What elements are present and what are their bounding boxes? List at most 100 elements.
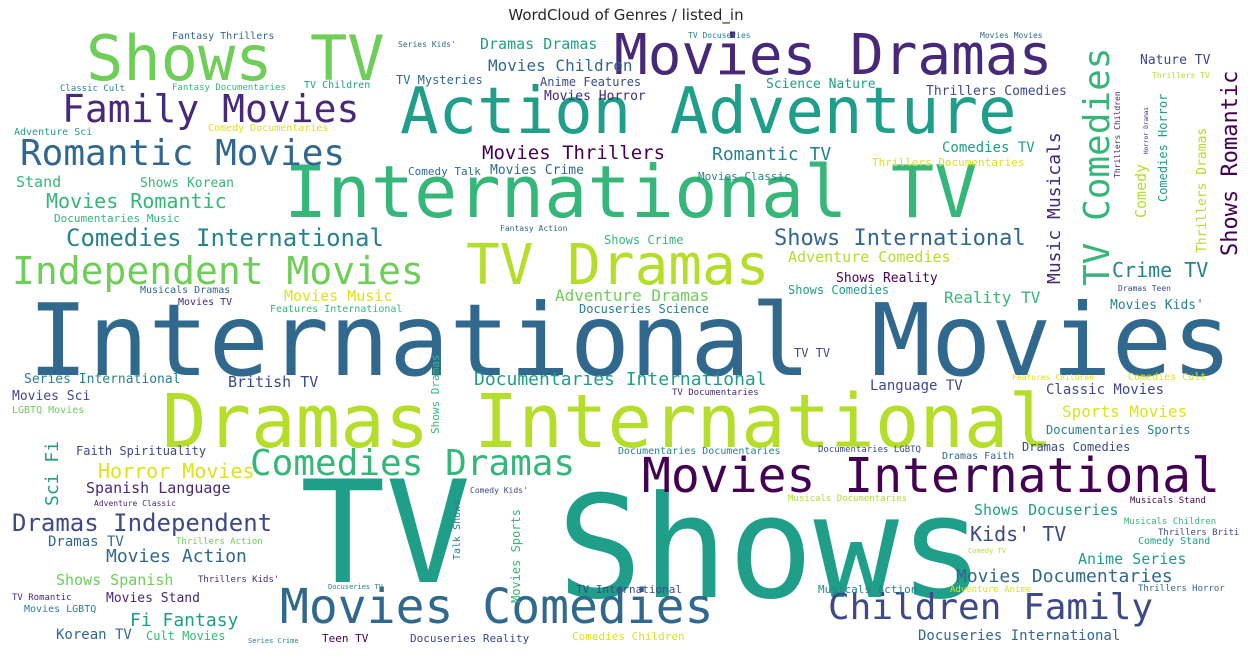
wordcloud-word: Documentaries Music — [54, 212, 180, 225]
wordcloud-word: Movies Movies — [980, 31, 1043, 40]
wordcloud-word: Dramas TV — [48, 534, 124, 550]
wordcloud-word: Fantasy Thrillers — [172, 31, 275, 42]
wordcloud-word: Thrillers British — [1158, 528, 1240, 538]
wordcloud-word: Family Movies — [62, 87, 360, 131]
wordcloud-word: Musicals Documentaries — [788, 494, 908, 504]
wordcloud-word: Thrillers Children — [1113, 91, 1122, 178]
wordcloud-word: TV Romantic — [12, 593, 72, 603]
wordcloud-word: Movies Documentaries — [956, 566, 1173, 587]
wordcloud-word: Thrillers Dramas — [1195, 127, 1210, 253]
wordcloud-word: Talk Shows — [452, 499, 463, 560]
wordcloud-word: Movies LGBTQ — [24, 604, 97, 615]
wordcloud-word: Documentaries International — [474, 369, 767, 390]
wordcloud-word: Movies Comedies — [280, 579, 714, 635]
wordcloud-word: Docuseries Reality — [410, 632, 530, 645]
wordcloud-word: Shows Docuseries — [974, 501, 1119, 519]
wordcloud-word: Shows Comedies — [788, 283, 890, 297]
wordcloud-word: Movies Sports — [509, 509, 523, 603]
wordcloud-word: Shows Dramas — [429, 354, 442, 434]
wordcloud-word: Thrillers Horror — [1138, 584, 1225, 594]
wordcloud-word: Fantasy Action — [500, 224, 568, 233]
wordcloud-word: Comedy Stand — [1138, 536, 1211, 547]
wordcloud-word: Romantic TV — [712, 144, 832, 165]
wordcloud-word: Thrillers Kids' — [198, 575, 280, 585]
wordcloud-word: Classic Cult — [60, 84, 126, 94]
wordcloud-word: Adventure Classic — [94, 499, 176, 508]
wordcloud-word: Kids' TV — [970, 522, 1067, 546]
wordcloud-word: Documentaries Documentaries — [618, 446, 781, 457]
wordcloud-word: International TV — [284, 150, 978, 234]
wordcloud-word: TV Docuseries — [688, 31, 751, 40]
wordcloud-word: Action Adventure — [400, 75, 1017, 149]
wordcloud-word: Comedy Kids' — [470, 486, 528, 495]
wordcloud-word: Thrillers TV — [1152, 71, 1210, 80]
wordcloud-word: Series Kids' — [398, 40, 456, 49]
wordcloud-word: TV International — [576, 583, 682, 596]
wordcloud-word: Musicals Dramas — [140, 285, 231, 296]
wordcloud-word: TV Comedies — [1077, 47, 1118, 286]
wordcloud-word: Movies Thrillers — [482, 142, 666, 164]
wordcloud-word: Fi Fantasy — [130, 610, 239, 631]
wordcloud-word: Cult Movies — [146, 629, 226, 643]
wordcloud-word: Anime Features — [540, 75, 642, 89]
wordcloud-word: Movies Kids' — [1110, 298, 1204, 313]
wordcloud-word: Spanish Language — [86, 479, 231, 497]
wordcloud-word: Shows — [557, 466, 985, 631]
wordcloud-word: Shows International — [774, 226, 1026, 251]
wordcloud-word: International Movies — [28, 282, 1233, 399]
wordcloud-word: Stand — [16, 173, 62, 191]
wordcloud-word: Movies Action — [106, 546, 247, 567]
wordcloud-word: Thrillers Documentaries — [872, 156, 1025, 169]
wordcloud-word: Movies International — [642, 448, 1220, 504]
wordcloud-word: Horror Dramas — [1143, 107, 1150, 154]
wordcloud-word: Dramas Dramas — [480, 35, 598, 53]
wordcloud-word: TV Documentaries — [672, 388, 759, 398]
wordcloud-word: LGBTQ Movies — [12, 405, 85, 416]
wordcloud-word: Shows TV — [86, 28, 385, 95]
wordcloud-word: Adventure Comedies — [788, 248, 951, 266]
wordcloud-word: British TV — [228, 373, 319, 391]
wordcloud-word: Dramas Faith — [942, 451, 1015, 462]
wordcloud-word: Comedies Dramas — [250, 443, 576, 484]
wordcloud-word: Fantasy Documentaries — [172, 83, 286, 93]
wordcloud-word: Documentaries Sports — [1046, 423, 1191, 437]
wordcloud-word: Musicals Action — [818, 583, 918, 596]
wordcloud-word: Movies Classic — [698, 170, 791, 183]
wordcloud-word: Comedy Talk — [408, 165, 481, 178]
wordcloud-word: Comedies Horror — [1156, 93, 1170, 202]
wordcloud-word: Faith Spirituality — [76, 444, 207, 458]
wordcloud-word: Adventure Sci — [14, 127, 93, 138]
wordcloud-word: Movies Sci — [12, 389, 91, 404]
wordcloud-word: Comedies Cult — [1128, 372, 1207, 383]
wordcloud-word: Shows Romantic — [1218, 70, 1240, 256]
wordcloud-word: Movies Crime — [490, 163, 584, 178]
wordcloud-word: Language TV — [870, 378, 963, 394]
wordcloud-word: Comedy TV — [968, 547, 1006, 555]
wordcloud-word: Series Crime — [248, 637, 299, 645]
wordcloud-word: Docuseries Science — [579, 302, 710, 316]
wordcloud-word: Movies Children — [488, 56, 633, 75]
wordcloud-word: Comedies International — [66, 224, 384, 252]
wordcloud-word: Series International — [24, 372, 181, 387]
wordcloud-word: Korean TV — [56, 627, 132, 643]
wordcloud-word: Comedies TV — [942, 140, 1035, 156]
wordcloud-word: Movies Horror — [544, 89, 646, 104]
wordcloud-word: Anime Series — [1078, 550, 1187, 568]
wordcloud-word: TV Mysteries — [396, 73, 483, 87]
wordcloud-word: Dramas Independent — [12, 509, 273, 537]
wordcloud-word: Crime TV — [1112, 258, 1209, 282]
wordcloud-word: Adventure Anime — [950, 585, 1032, 595]
wordcloud-word: Science Nature — [766, 77, 876, 92]
wordcloud-word: TV TV — [794, 346, 831, 360]
wordcloud-word: Comedy Documentaries — [208, 123, 329, 134]
wordcloud-word: Comedy — [1132, 163, 1150, 218]
wordcloud-word: Teen TV — [322, 632, 369, 645]
wordcloud-word: Features International — [270, 304, 403, 315]
wordcloud-word: Shows Crime — [604, 233, 684, 247]
wordcloud-word: Musicals Children — [1124, 517, 1217, 527]
wordcloud-word: Shows Reality — [836, 271, 938, 286]
wordcloud-word: TV Children — [304, 80, 371, 91]
wordcloud-word: Romantic Movies — [20, 133, 346, 174]
wordcloud-word: Thrillers Action — [176, 537, 263, 547]
wordcloud-word: Movies Music — [284, 287, 393, 305]
